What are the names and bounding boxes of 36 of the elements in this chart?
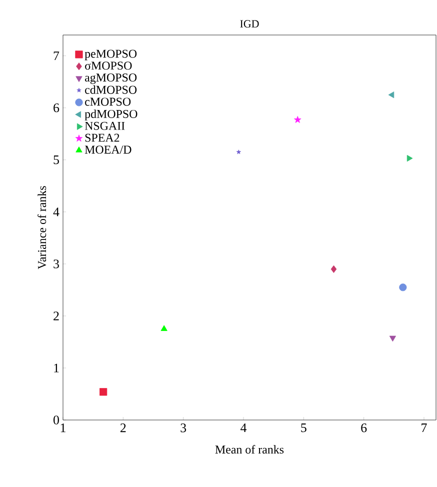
y-tick-label: 5 (54, 156, 59, 164)
legend-label: peMOPSO (84, 50, 137, 60)
x-tick-label: 1 (60, 424, 66, 432)
point (399, 284, 407, 292)
x-tick-label: 2 (120, 424, 126, 432)
point (294, 116, 302, 123)
chart-title: IGD (240, 20, 259, 28)
legend-label: agMOPSO (85, 74, 137, 84)
y-tick-label: 4 (53, 208, 60, 216)
legend-label: pdMOPSO (84, 110, 138, 120)
y-tick-label: 1 (54, 364, 59, 372)
x-tick-label: 7 (422, 424, 427, 432)
y-tick-label: 6 (54, 103, 60, 112)
point (160, 325, 168, 331)
x-axis-title: Mean of ranks (215, 445, 284, 454)
x-tick-label: 4 (240, 424, 247, 432)
legend-label: NSGAII (84, 122, 125, 130)
x-tick-label: 3 (180, 424, 186, 432)
legend-label: σMOPSO (85, 62, 132, 70)
legend-label: cdMOPSO (85, 85, 137, 94)
legend-label: cMOPSO (85, 98, 131, 106)
y-tick-label: 0 (54, 416, 59, 424)
point (389, 336, 396, 342)
point (406, 154, 413, 162)
point (330, 265, 337, 273)
x-tick-label: 5 (301, 424, 306, 432)
y-tick-label: 3 (54, 260, 59, 268)
y-tick-label: 2 (54, 312, 59, 320)
legend-label: MOEA/D (84, 146, 132, 154)
point (388, 92, 394, 98)
y-tick-label: 7 (54, 52, 60, 60)
x-tick-label: 6 (361, 424, 367, 432)
point (236, 150, 241, 154)
point (100, 388, 108, 396)
legend-label: SPEA2 (85, 134, 120, 142)
y-axis-title: Variance of ranks (38, 186, 46, 270)
